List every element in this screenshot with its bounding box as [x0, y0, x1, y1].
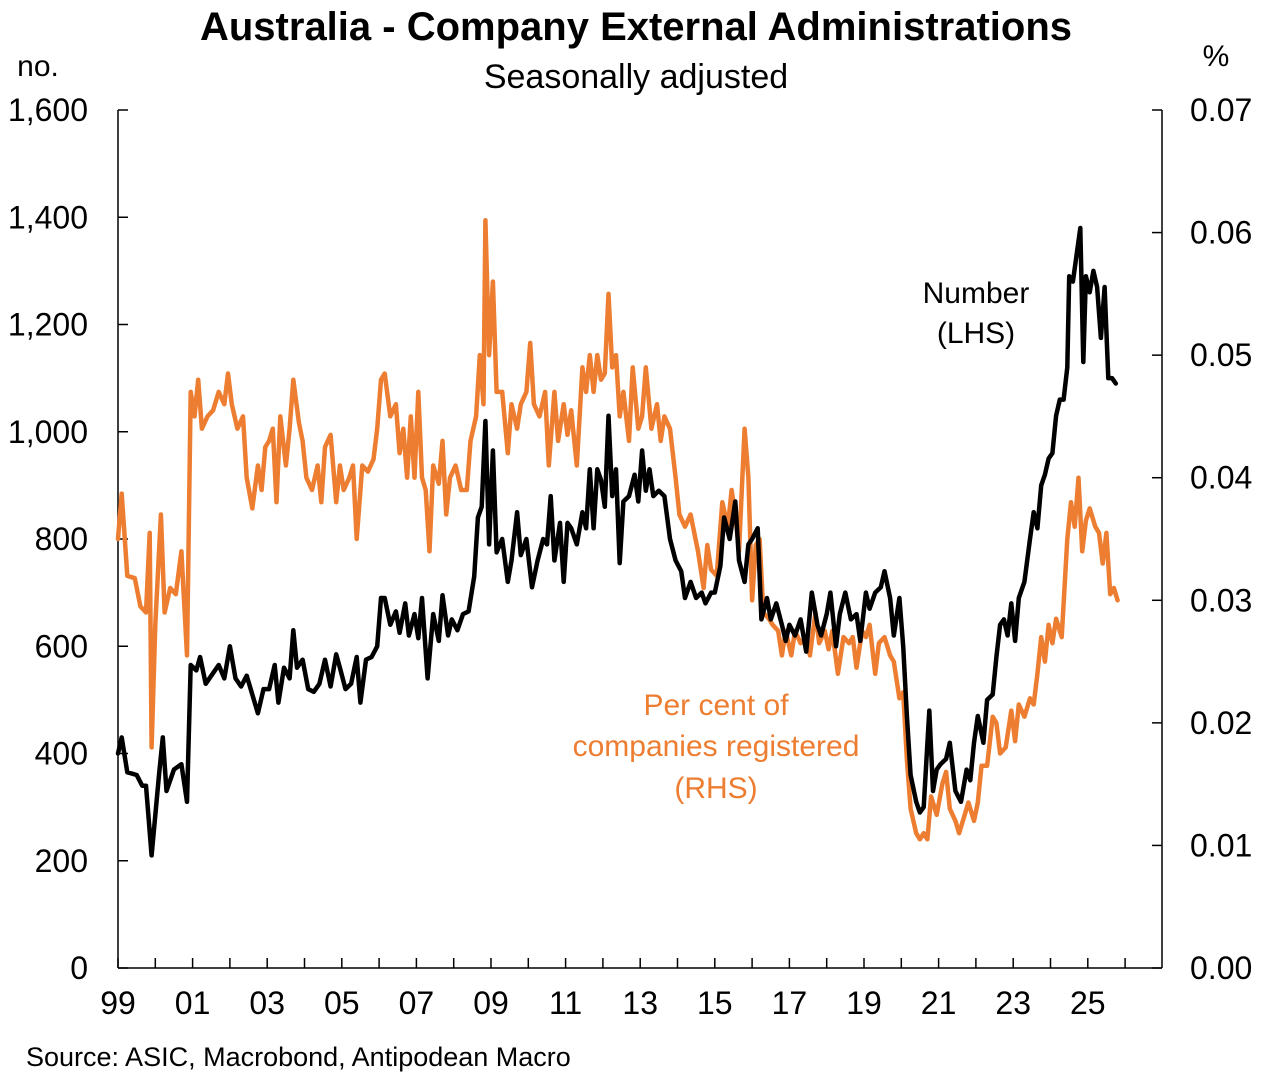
series-line-number-lhs: [115, 225, 1119, 858]
chart-subtitle: Seasonally adjusted: [484, 58, 788, 96]
left-tick-label: 1,000: [8, 414, 88, 450]
x-tick-label: 25: [1070, 985, 1106, 1021]
source-note: Source: ASIC, Macrobond, Antipodean Macr…: [26, 1042, 571, 1072]
label-percent-line3: (RHS): [674, 772, 757, 805]
x-tick-label: 05: [324, 985, 360, 1021]
x-tick-label: 23: [995, 985, 1031, 1021]
x-tick-label: 07: [399, 985, 435, 1021]
chart-title: Australia - Company External Administrat…: [200, 5, 1072, 49]
x-tick-label: 17: [772, 985, 808, 1021]
right-tick-label: 0.04: [1190, 460, 1252, 496]
series-line-percent-rhs: [115, 218, 1120, 842]
label-percent-line1: Per cent of: [643, 689, 789, 722]
x-tick-label: 13: [622, 985, 658, 1021]
x-tick-label: 21: [921, 985, 957, 1021]
left-tick-label: 600: [35, 628, 88, 664]
left-tick-label: 1,600: [8, 92, 88, 128]
right-tick-label: 0.00: [1190, 950, 1252, 986]
left-tick-label: 1,200: [8, 307, 88, 343]
left-tick-label: 0: [70, 950, 88, 986]
label-percent-line2: companies registered: [573, 730, 860, 763]
x-tick-label: 99: [100, 985, 136, 1021]
label-number-line2: (LHS): [937, 317, 1015, 350]
right-tick-label: 0.03: [1190, 582, 1252, 618]
left-tick-label: 800: [35, 521, 88, 557]
x-tick-label: 19: [846, 985, 882, 1021]
x-tick-label: 11: [549, 985, 582, 1021]
right-tick-label: 0.07: [1190, 92, 1252, 128]
x-tick-label: 09: [473, 985, 509, 1021]
left-axis-unit: no.: [17, 50, 59, 83]
right-tick-label: 0.06: [1190, 215, 1252, 251]
right-tick-label: 0.01: [1190, 827, 1252, 863]
x-tick-label: 15: [697, 985, 733, 1021]
x-tick-label: 01: [175, 985, 211, 1021]
left-tick-label: 200: [35, 843, 88, 879]
left-tick-label: 1,400: [8, 199, 88, 235]
label-number-line1: Number: [923, 277, 1030, 310]
left-tick-label: 400: [35, 736, 88, 772]
right-axis-unit: %: [1203, 40, 1230, 73]
series-group: [115, 218, 1120, 858]
x-tick-label: 03: [249, 985, 285, 1021]
axes: 0 200 400 600 800 1,000 1,200 1,400 1,600 0.00 0.0…: [8, 92, 1252, 1021]
right-tick-label: 0.02: [1190, 705, 1252, 741]
right-tick-label: 0.05: [1190, 337, 1252, 373]
